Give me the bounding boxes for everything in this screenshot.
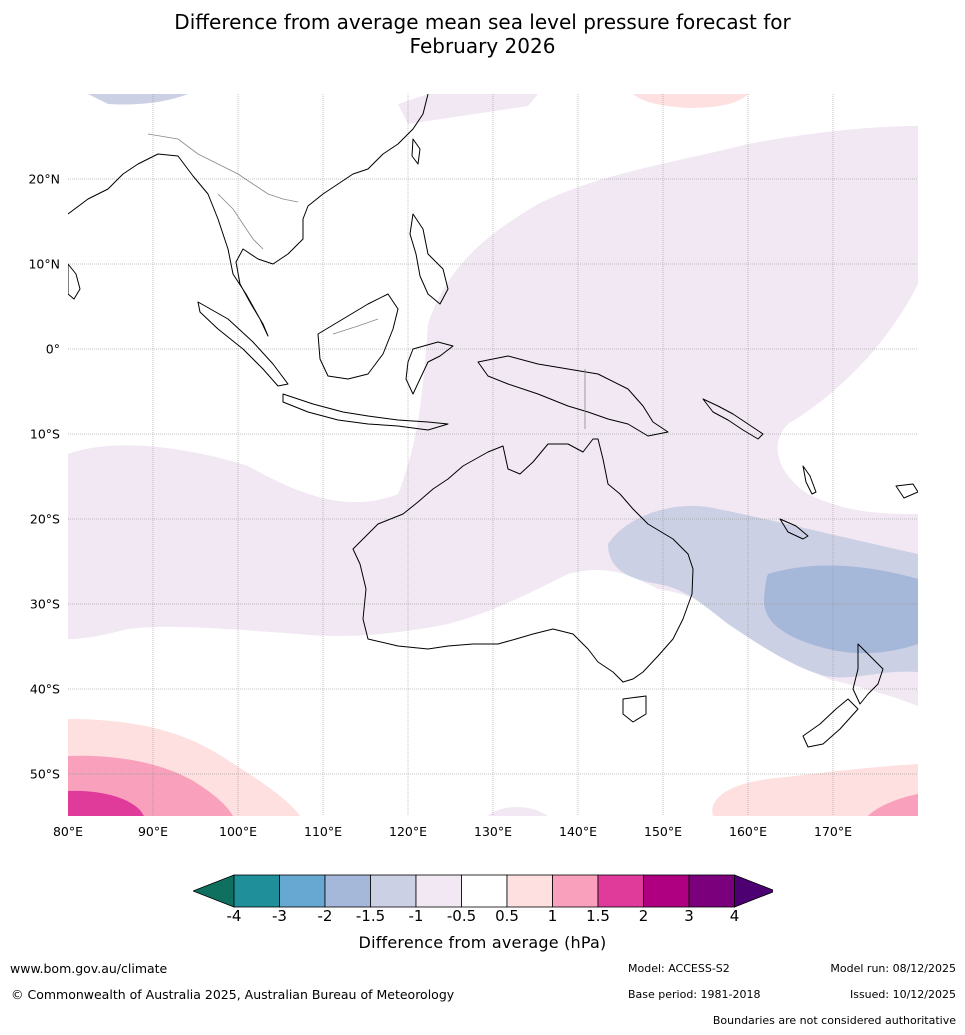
lat-label-0: 0° [45,341,60,357]
colorbar-tick-label: -3 [272,907,287,925]
colorbar-tick-label: 3 [684,907,694,925]
lat-label-50s: 50°S [29,766,60,782]
colorbar-tick-label: 0.5 [495,907,519,925]
footer-url[interactable]: www.bom.gov.au/climate [10,961,168,976]
colorbar-swatch [415,874,462,908]
footer-model-run: Model run: 08/12/2025 [830,962,956,975]
colorbar-tick-label: -1.5 [355,907,386,925]
lon-label-80e: 80°E [52,824,84,839]
colorbar-swatch [643,874,690,908]
australia-coast [352,438,694,683]
coastlines [68,94,918,748]
lon-label-170e: 170°E [813,824,853,839]
colorbar-tick-label: 1.5 [586,907,610,925]
colorbar-tick-label: -4 [226,907,242,925]
anomaly-weak-negative-north [88,94,188,105]
border-thailand [217,193,264,250]
borneo-coast [317,293,399,380]
colorbar-swatch [597,874,644,908]
anomaly-weak-negative-main [398,94,538,124]
colorbar-tick-label: -2 [317,907,333,925]
footer-copyright: © Commonwealth of Australia 2025, Austra… [11,987,455,1002]
lat-label-20n: 20°N [28,171,60,187]
title-line-1: Difference from average mean sea level p… [174,10,791,34]
footer-base-period: Base period: 1981-2018 [628,988,761,1001]
tasmania-coast [622,695,647,723]
java-coast [282,393,449,431]
new-caledonia-coast [779,518,809,540]
anomaly-moderate-positive-southeast [868,794,918,816]
anomaly-weak-positive-southeast [712,764,918,816]
asia-mainland-coast [68,94,429,337]
anomaly-strong-negative [763,565,918,654]
nz-south-island-coast [802,698,859,748]
lon-label-150e: 150°E [643,824,683,839]
lon-label-90e: 90°E [137,824,169,839]
map-svg [68,94,918,816]
colorbar-swatch [370,874,417,908]
colorbar-swatch [324,874,371,908]
solomon-islands-coast [702,398,764,440]
colorbar-extend-min [191,874,235,908]
footer-issued: Issued: 10/12/2025 [849,988,956,1001]
colorbar [191,874,777,912]
footer-disclaimer: Boundaries are not considered authoritat… [712,1014,956,1027]
colorbar-label: Difference from average (hPa) [358,933,607,952]
anomaly-weak-positive-north [633,94,748,108]
map-panel[interactable] [68,94,918,816]
colorbar-tick-label: -0.5 [446,907,477,925]
colorbar-extend-max [734,874,777,908]
lon-label-140e: 140°E [558,824,598,839]
colorbar-tick-label: -1 [408,907,424,925]
colorbar-swatch [233,874,280,908]
philippines-coast [409,213,449,305]
new-guinea-coast [477,355,669,437]
colorbar-tick-label: 2 [638,907,649,925]
chart-title: Difference from average mean sea level p… [0,10,965,58]
lon-label-110e: 110°E [303,824,343,839]
vanuatu-coast [802,465,817,495]
lon-label-120e: 120°E [388,824,428,839]
colorbar-tick-label: 4 [729,907,740,925]
lat-label-40s: 40°S [29,681,60,697]
lat-label-20s: 20°S [29,511,60,527]
lat-label-10s: 10°S [29,426,60,442]
graticule [68,94,918,816]
sulawesi-coast [405,341,454,395]
colorbar-swatch [688,874,735,908]
border-borneo [332,318,379,335]
nz-north-island-coast [852,643,884,705]
border-indochina [147,133,299,203]
lon-label-130e: 130°E [473,824,513,839]
lon-label-160e: 160°E [728,824,768,839]
lat-label-30s: 30°S [29,596,60,612]
sri-lanka-coast [68,263,81,300]
colorbar-swatch [279,874,326,908]
lon-label-100e: 100°E [218,824,258,839]
taiwan-coast [411,138,421,165]
anomaly-weak-negative-south [488,806,548,816]
lat-label-10n: 10°N [28,256,60,272]
sumatra-coast [197,301,289,387]
colorbar-svg [191,874,777,908]
colorbar-swatch [461,874,508,908]
fiji-coast [895,483,918,499]
borders [147,133,586,429]
colorbar-tick-label: 1 [547,907,558,925]
colorbar-swatch [552,874,599,908]
colorbar-swatch [506,874,553,908]
title-line-2: February 2026 [409,34,556,58]
anomaly-strong-positive-southwest [68,790,144,816]
footer-model: Model: ACCESS-S2 [628,962,730,975]
